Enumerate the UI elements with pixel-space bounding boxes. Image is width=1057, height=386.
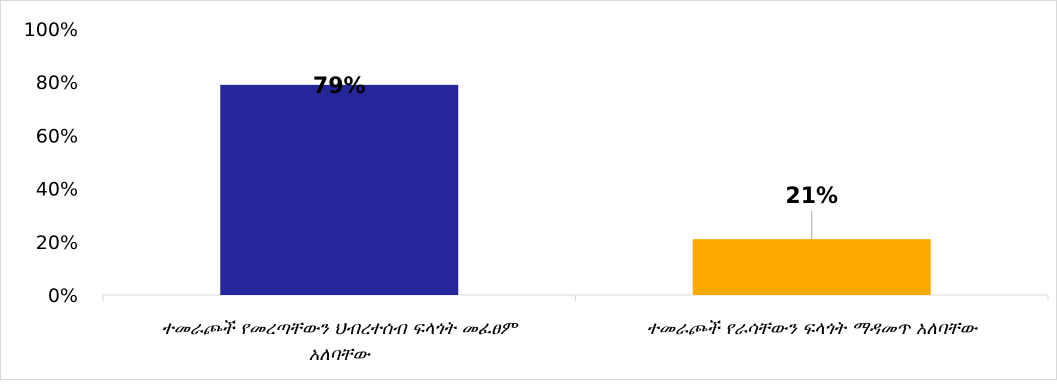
bar (692, 239, 931, 295)
y-axis-ticks: 0% 20% 40% 60% 80% 100% (24, 19, 78, 307)
category-label: ተመራጮች የመረጣቸውን ህብረተሰብ ፍላጎት መፈፀም አለባቸው (162, 318, 520, 365)
bars (220, 84, 931, 295)
y-tick-label: 20% (36, 232, 78, 254)
y-tick-label: 40% (36, 179, 78, 201)
bar (220, 84, 459, 295)
category-labels: ተመራጮች የመረጣቸውን ህብረተሰብ ፍላጎት መፈፀም አለባቸው ተመራጮች… (162, 318, 979, 365)
y-tick-label: 80% (36, 72, 78, 94)
data-label: 79% (313, 74, 366, 99)
category-label: ተመራጮች የራሳቸውን ፍላጎት ማዳመጥ አለባቸው (647, 318, 979, 339)
y-tick-label: 100% (24, 19, 78, 41)
data-label: 21% (785, 184, 838, 209)
x-axis-tick-marks (102, 295, 1049, 301)
data-labels: 79% 21% (313, 74, 838, 240)
y-tick-label: 60% (36, 125, 78, 147)
y-tick-label: 0% (48, 285, 78, 307)
